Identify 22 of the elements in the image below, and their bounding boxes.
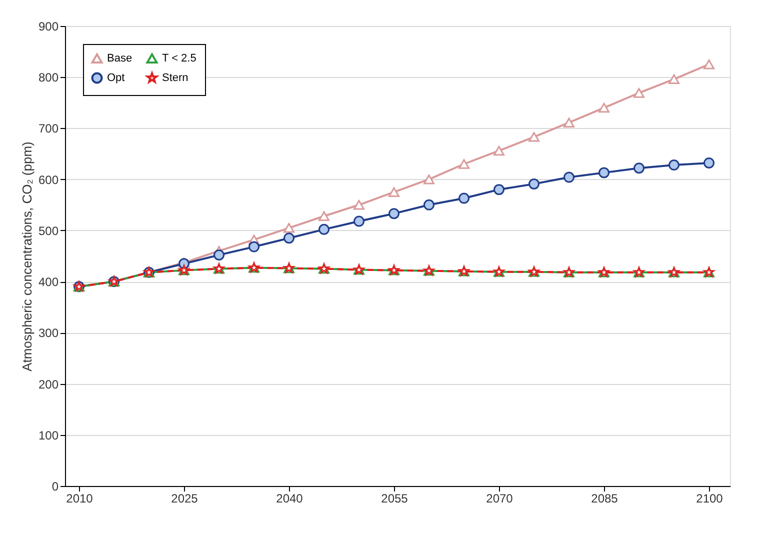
y-tick-label: 0 [52,480,59,494]
x-tick-label: 2010 [66,492,94,506]
legend-label: Base [107,52,132,64]
y-tick-label: 100 [38,428,59,442]
y-tick-label: 900 [38,20,59,34]
y-tick-label: 800 [38,70,59,85]
x-tick-label: 2040 [276,492,304,506]
x-tick-label: 2085 [591,492,618,506]
y-tick-label: 500 [38,224,59,238]
legend-label: T < 2.5 [162,52,196,64]
x-tick-label: 2025 [171,492,198,506]
legend-label: Opt [107,72,125,84]
x-tick-label: 2055 [381,492,408,506]
y-tick-label: 600 [38,172,59,187]
y-tick-label: 300 [38,326,59,340]
y-tick-label: 200 [38,377,59,392]
y-axis-title: Atmospheric concentrations, CO₂ (ppm) [19,142,34,372]
x-tick-label: 2070 [486,492,514,506]
y-tick-label: 700 [38,122,59,136]
x-tick-label: 2100 [696,492,724,506]
y-tick-label: 400 [38,275,59,290]
legend-label: Stern [162,72,188,84]
